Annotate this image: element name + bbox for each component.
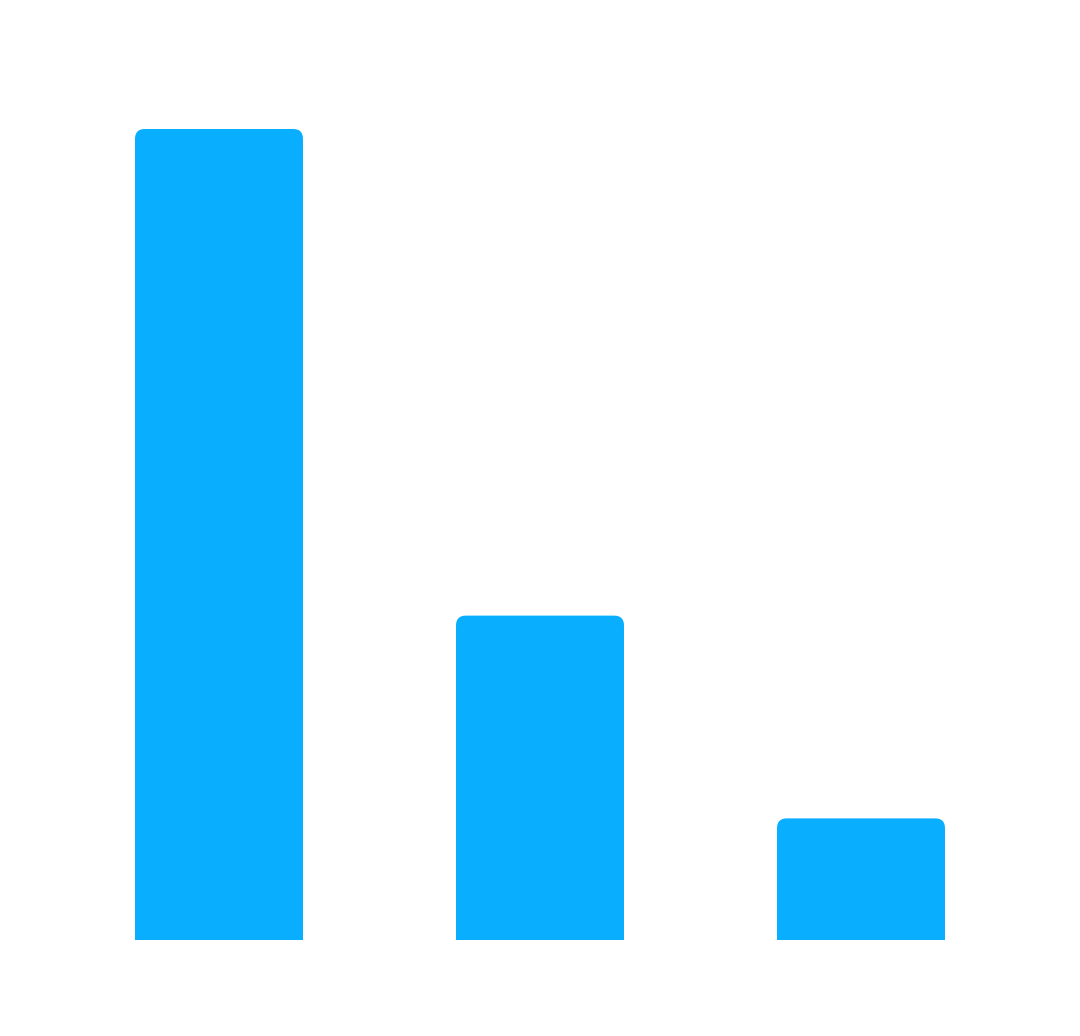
bar-3 — [777, 818, 945, 940]
bar-2 — [456, 615, 624, 940]
bar-1 — [135, 129, 303, 940]
bars-group — [135, 129, 945, 940]
